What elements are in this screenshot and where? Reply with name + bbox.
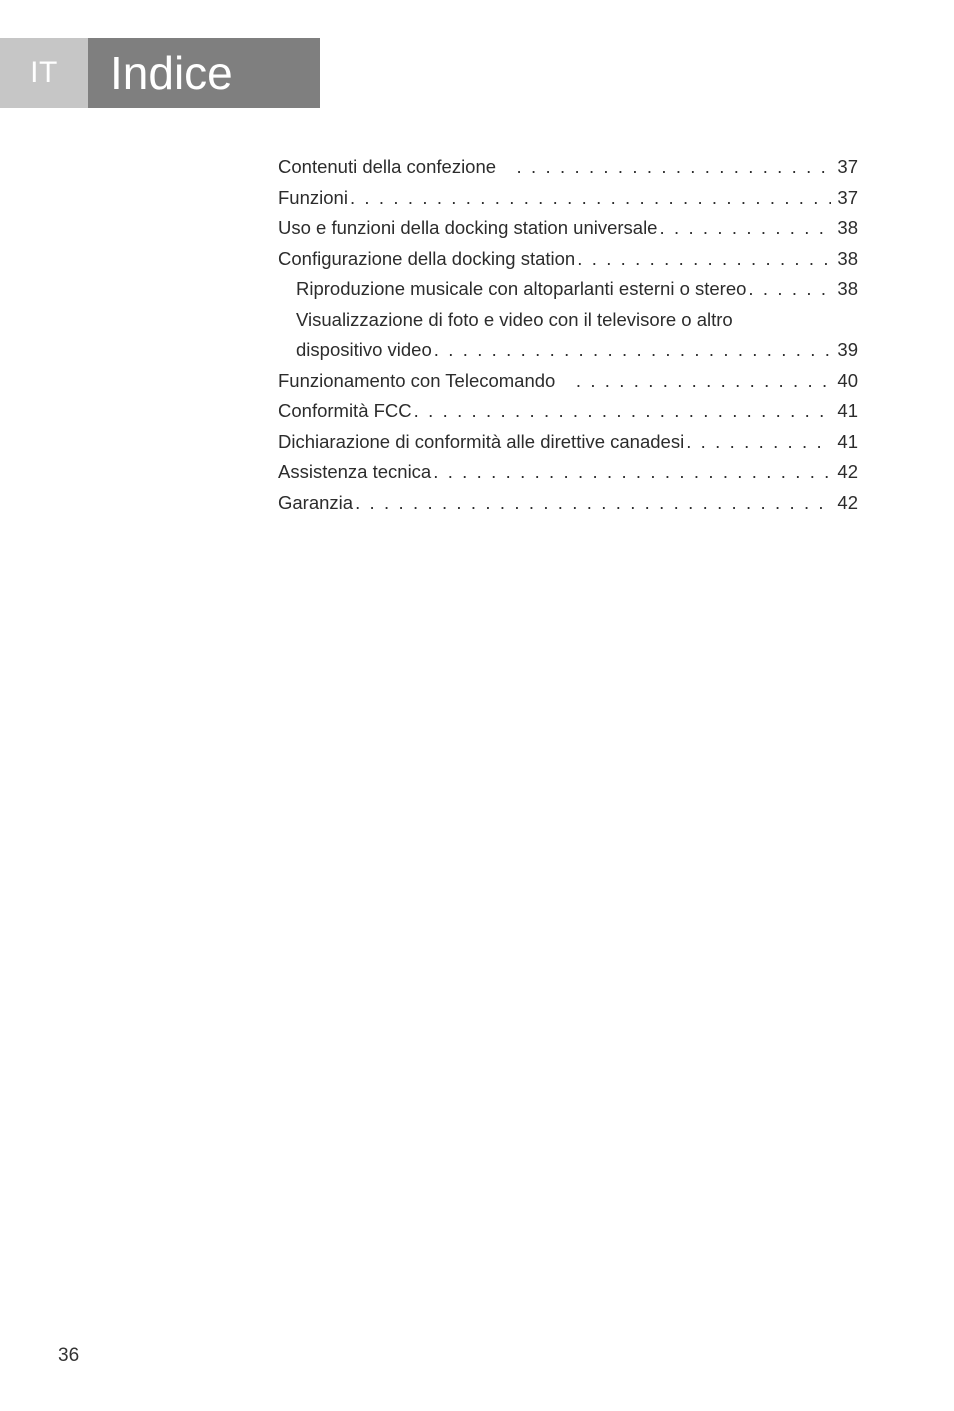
header-tabs: IT Indice (0, 38, 320, 108)
toc-leader (684, 433, 831, 452)
toc-leader (746, 280, 831, 299)
toc-leader (575, 250, 831, 269)
toc-leader-gap (555, 372, 574, 391)
toc-leader (657, 219, 831, 238)
toc-page: 38 (831, 280, 858, 299)
toc-entry: Riproduzione musicale con altoparlanti e… (278, 280, 858, 299)
page-title: Indice (110, 46, 233, 100)
toc-page: 40 (831, 372, 858, 391)
toc-label: Uso e funzioni della docking station uni… (278, 219, 657, 238)
toc-leader (432, 341, 832, 360)
page-title-bar: Indice (88, 38, 320, 108)
toc-leader (431, 463, 831, 482)
toc-label: Conformità FCC (278, 402, 412, 421)
toc-entry: Assistenza tecnica 42 (278, 463, 858, 482)
toc-leader (574, 372, 832, 391)
toc-page: 42 (831, 463, 858, 482)
toc-entry: Visualizzazione di foto e video con il t… (278, 311, 858, 330)
toc-page: 37 (831, 158, 858, 177)
toc-entry: Configurazione della docking station 38 (278, 250, 858, 269)
toc-entry: Dichiarazione di conformità alle diretti… (278, 433, 858, 452)
toc-label: Funzionamento con Telecomando (278, 372, 555, 391)
toc-page: 42 (831, 494, 858, 513)
toc-label: Riproduzione musicale con altoparlanti e… (296, 280, 746, 299)
language-code: IT (30, 56, 58, 90)
language-tab: IT (0, 38, 88, 108)
toc-page: 38 (831, 250, 858, 269)
toc-page: 39 (831, 341, 858, 360)
toc-leader (515, 158, 832, 177)
toc-page: 41 (831, 433, 858, 452)
toc-label: Garanzia (278, 494, 353, 513)
toc-page: 37 (831, 189, 858, 208)
toc-entry: Uso e funzioni della docking station uni… (278, 219, 858, 238)
toc-leader-gap (496, 158, 515, 177)
toc-label: Assistenza tecnica (278, 463, 431, 482)
toc-label: Dichiarazione di conformità alle diretti… (278, 433, 684, 452)
toc-entry: dispositivo video 39 (278, 341, 858, 360)
toc-page: 38 (831, 219, 858, 238)
toc-leader (353, 494, 831, 513)
toc-entry: Garanzia 42 (278, 494, 858, 513)
toc-entry: Funzionamento con Telecomando 40 (278, 372, 858, 391)
toc-label: Contenuti della confezione (278, 158, 496, 177)
toc-entry: Contenuti della confezione 37 (278, 158, 858, 177)
toc-label: Visualizzazione di foto e video con il t… (296, 311, 733, 330)
page-number: 36 (58, 1345, 79, 1367)
toc-label: dispositivo video (296, 341, 432, 360)
toc-leader (412, 402, 832, 421)
table-of-contents: Contenuti della confezione 37 Funzioni 37 U… (278, 158, 858, 524)
toc-page: 41 (831, 402, 858, 421)
toc-entry: Funzioni 37 (278, 189, 858, 208)
toc-entry: Conformità FCC 41 (278, 402, 858, 421)
toc-leader (348, 189, 831, 208)
toc-label: Configurazione della docking station (278, 250, 575, 269)
toc-label: Funzioni (278, 189, 348, 208)
